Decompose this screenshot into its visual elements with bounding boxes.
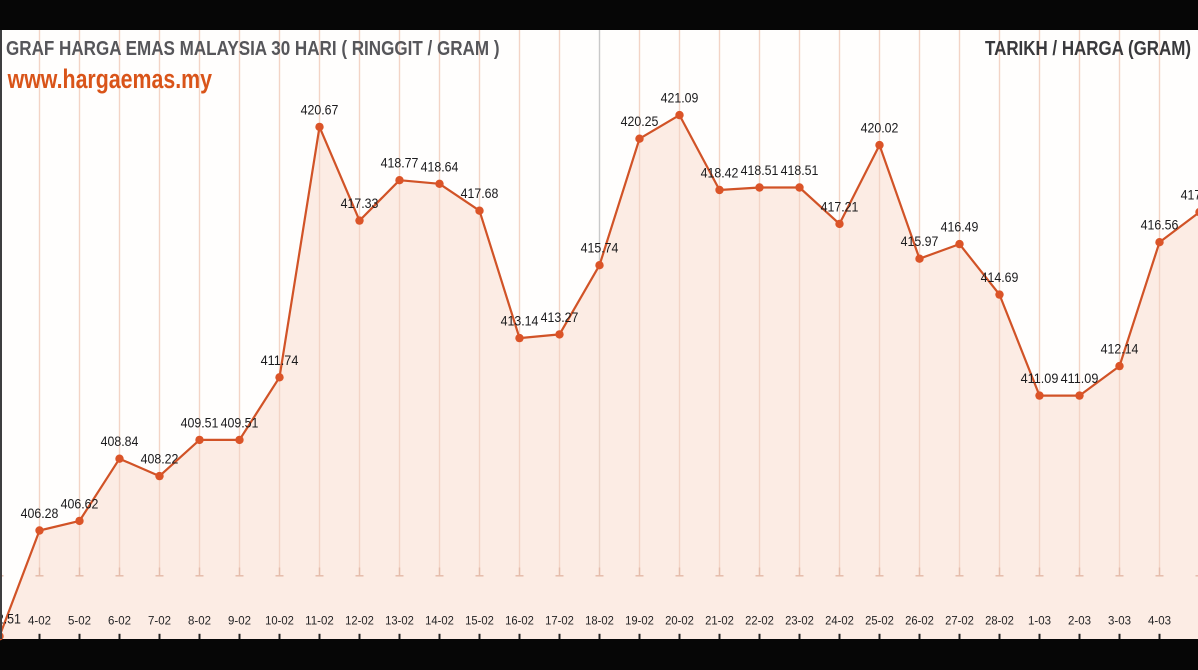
svg-text:418.42: 418.42 (701, 166, 739, 181)
svg-text:17-02: 17-02 (545, 614, 574, 628)
svg-text:5-02: 5-02 (68, 614, 91, 628)
svg-text:420.02: 420.02 (861, 121, 899, 136)
svg-text:416.49: 416.49 (941, 220, 979, 235)
svg-text:411.09: 411.09 (1021, 371, 1059, 386)
svg-text:411.09: 411.09 (1061, 371, 1099, 386)
svg-text:417.68: 417.68 (461, 186, 499, 201)
svg-text:25-02: 25-02 (865, 614, 894, 628)
svg-text:7-02: 7-02 (148, 614, 171, 628)
svg-text:24-02: 24-02 (825, 614, 854, 628)
svg-text:420.67: 420.67 (301, 102, 339, 117)
svg-text:412.14: 412.14 (1101, 342, 1139, 357)
svg-text:1-03: 1-03 (1028, 614, 1051, 628)
svg-text:15-02: 15-02 (465, 614, 494, 628)
svg-text:415.97: 415.97 (901, 234, 939, 249)
svg-text:11-02: 11-02 (305, 614, 334, 628)
svg-text:13-02: 13-02 (385, 614, 414, 628)
svg-text:3-03: 3-03 (1108, 614, 1131, 628)
svg-text:408.84: 408.84 (101, 434, 139, 449)
svg-text:10-02: 10-02 (265, 614, 294, 628)
svg-text:20-02: 20-02 (665, 614, 694, 628)
svg-text:415.74: 415.74 (581, 241, 619, 256)
svg-text:14-02: 14-02 (425, 614, 454, 628)
svg-text:418.51: 418.51 (781, 163, 819, 178)
svg-text:409.51: 409.51 (181, 415, 219, 430)
svg-text:420.25: 420.25 (621, 114, 659, 129)
svg-text:417.33: 417.33 (341, 196, 379, 211)
svg-text:4-02: 4-02 (28, 614, 51, 628)
svg-text:19-02: 19-02 (625, 614, 654, 628)
svg-text:417.63: 417.63 (1181, 188, 1198, 203)
svg-text:12-02: 12-02 (345, 614, 374, 628)
svg-text:21-02: 21-02 (705, 614, 734, 628)
svg-text:418.64: 418.64 (421, 159, 459, 174)
svg-text:26-02: 26-02 (905, 614, 934, 628)
svg-text:413.14: 413.14 (501, 314, 539, 329)
svg-text:414.69: 414.69 (981, 270, 1019, 285)
svg-text:www.hargaemas.my: www.hargaemas.my (7, 64, 212, 94)
svg-text:406.28: 406.28 (21, 506, 59, 521)
svg-text:406.62: 406.62 (61, 496, 99, 511)
svg-text:418.51: 418.51 (741, 163, 779, 178)
svg-text:2-03: 2-03 (1068, 614, 1091, 628)
svg-text:409.51: 409.51 (221, 415, 259, 430)
svg-text:23-02: 23-02 (785, 614, 814, 628)
svg-text:416.56: 416.56 (1141, 218, 1179, 233)
svg-text:27-02: 27-02 (945, 614, 974, 628)
svg-text:16-02: 16-02 (505, 614, 534, 628)
svg-text:417.21: 417.21 (821, 199, 859, 214)
svg-text:28-02: 28-02 (985, 614, 1014, 628)
svg-text:4-03: 4-03 (1148, 614, 1171, 628)
svg-text:GRAF HARGA EMAS MALAYSIA 30 HA: GRAF HARGA EMAS MALAYSIA 30 HARI ( RINGG… (6, 37, 500, 60)
svg-text:413.27: 413.27 (541, 310, 579, 325)
svg-text:421.09: 421.09 (661, 91, 699, 106)
svg-text:9-02: 9-02 (228, 614, 251, 628)
svg-text:6-02: 6-02 (108, 614, 131, 628)
svg-text:408.22: 408.22 (141, 452, 179, 467)
svg-text:18-02: 18-02 (585, 614, 614, 628)
svg-text:22-02: 22-02 (745, 614, 774, 628)
svg-text:411.74: 411.74 (261, 353, 299, 368)
svg-text:402.51: 402.51 (0, 612, 21, 627)
svg-text:TARIKH / HARGA (GRAM): TARIKH / HARGA (GRAM) (985, 37, 1191, 60)
svg-text:418.77: 418.77 (381, 156, 419, 171)
svg-text:8-02: 8-02 (188, 614, 211, 628)
